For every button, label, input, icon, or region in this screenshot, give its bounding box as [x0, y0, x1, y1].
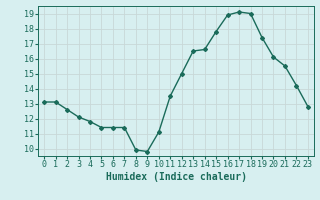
X-axis label: Humidex (Indice chaleur): Humidex (Indice chaleur): [106, 172, 246, 182]
